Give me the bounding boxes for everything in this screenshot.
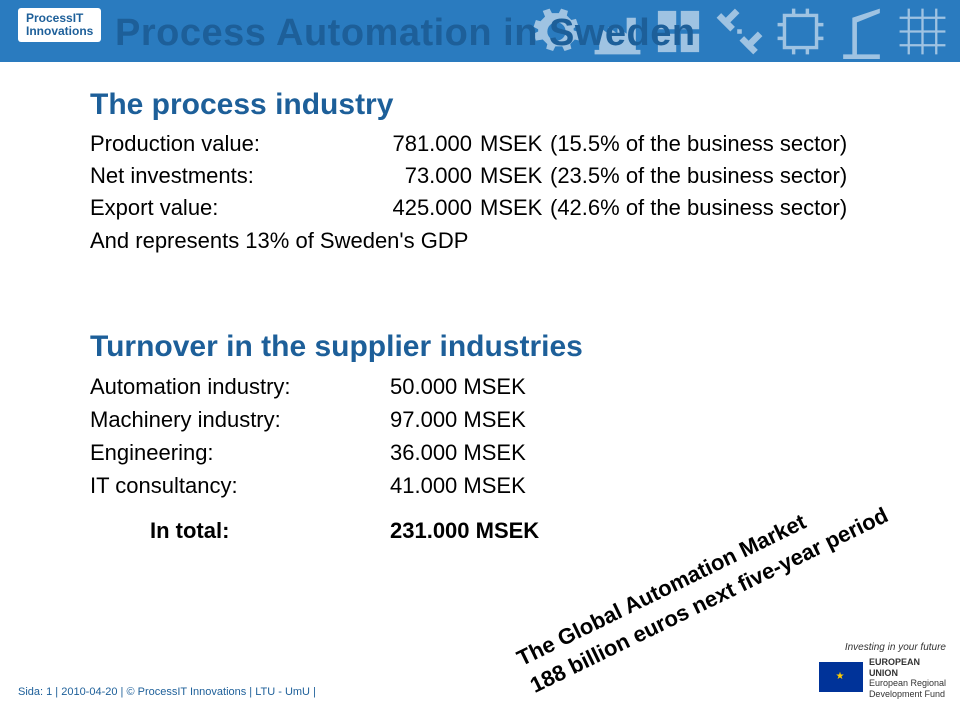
supplier-row: Machinery industry: 97.000 MSEK xyxy=(90,403,850,436)
stat-label: Export value: xyxy=(90,192,390,224)
gdp-note: And represents 13% of Sweden's GDP xyxy=(90,228,890,254)
mesh-icon xyxy=(895,4,950,59)
stat-num: 781.000 xyxy=(390,128,480,160)
stat-row: Net investments: 73.000 MSEK (23.5% of t… xyxy=(90,160,890,192)
supplier-row: IT consultancy: 41.000 MSEK xyxy=(90,469,850,502)
stat-num: 425.000 xyxy=(390,192,480,224)
process-industry-block: The process industry Production value: 7… xyxy=(90,88,890,254)
stat-label: Net investments: xyxy=(90,160,390,192)
supplier-label: Machinery industry: xyxy=(90,403,390,436)
satellite-icon xyxy=(712,4,767,59)
supplier-row: Engineering: 36.000 MSEK xyxy=(90,436,850,469)
circuit-icon xyxy=(773,4,828,59)
stat-paren: (23.5% of the business sector) xyxy=(550,160,890,192)
eu-text: EUROPEAN UNION European Regional Develop… xyxy=(869,657,946,700)
stat-unit: MSEK xyxy=(480,128,550,160)
slide-footer: Sida: 1 | 2010-04-20 | © ProcessIT Innov… xyxy=(18,686,316,698)
supplier-label: Automation industry: xyxy=(90,370,390,403)
stat-num: 73.000 xyxy=(390,160,480,192)
supplier-row: Automation industry: 50.000 MSEK xyxy=(90,370,850,403)
supplier-value: 97.000 MSEK xyxy=(390,403,850,436)
total-label: In total: xyxy=(90,514,390,547)
supplier-value: 50.000 MSEK xyxy=(390,370,850,403)
eu-slogan: Investing in your future xyxy=(819,642,946,654)
supplier-value: 41.000 MSEK xyxy=(390,469,850,502)
stat-unit: MSEK xyxy=(480,160,550,192)
stat-paren: (42.6% of the business sector) xyxy=(550,192,890,224)
stat-label: Production value: xyxy=(90,128,390,160)
stat-unit: MSEK xyxy=(480,192,550,224)
logo-line2: Innovations xyxy=(26,25,93,38)
supplier-label: IT consultancy: xyxy=(90,469,390,502)
supplier-value: 36.000 MSEK xyxy=(390,436,850,469)
supplier-block: Turnover in the supplier industries Auto… xyxy=(90,330,850,547)
supplier-label: Engineering: xyxy=(90,436,390,469)
eu-flag-icon xyxy=(819,662,863,692)
stat-paren: (15.5% of the business sector) xyxy=(550,128,890,160)
stat-row: Export value: 425.000 MSEK (42.6% of the… xyxy=(90,192,890,224)
stat-row: Production value: 781.000 MSEK (15.5% of… xyxy=(90,128,890,160)
crane-icon xyxy=(834,4,889,59)
eu-badge: Investing in your future EUROPEAN UNION … xyxy=(819,642,946,700)
page-title: Process Automation in Sweden xyxy=(115,12,696,55)
process-heading: The process industry xyxy=(90,88,890,122)
supplier-heading: Turnover in the supplier industries xyxy=(90,330,850,364)
brand-logo: ProcessIT Innovations xyxy=(18,8,101,42)
